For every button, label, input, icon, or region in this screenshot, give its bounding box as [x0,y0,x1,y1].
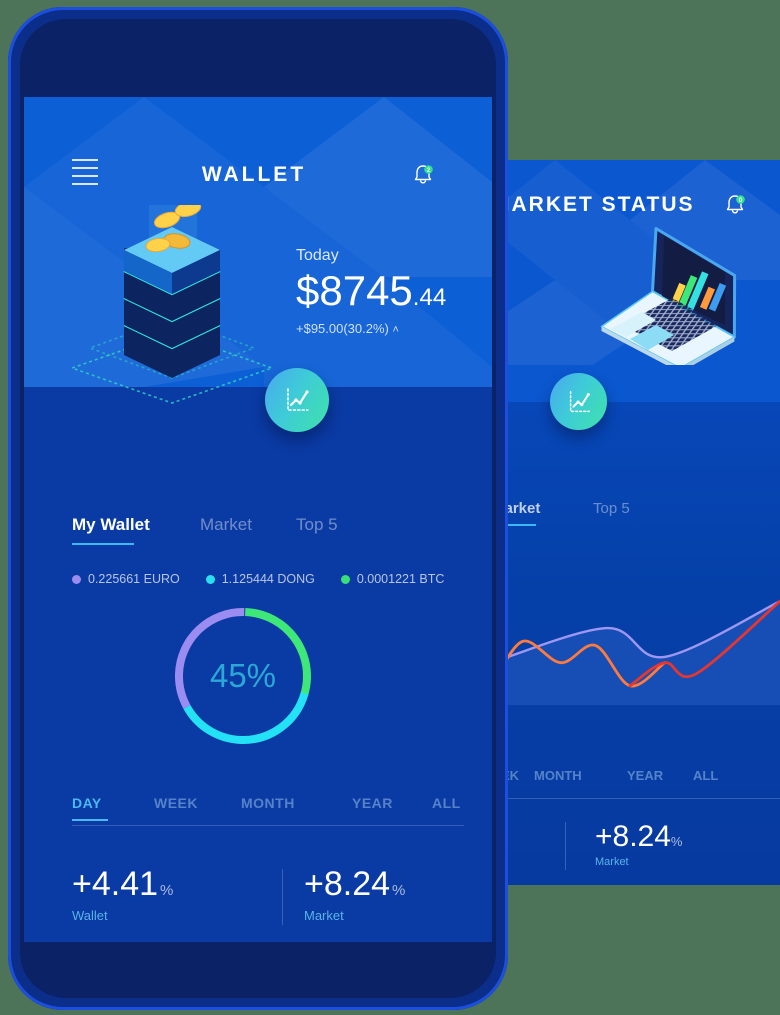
svg-text:2: 2 [427,167,431,174]
svg-text:0: 0 [739,197,743,204]
